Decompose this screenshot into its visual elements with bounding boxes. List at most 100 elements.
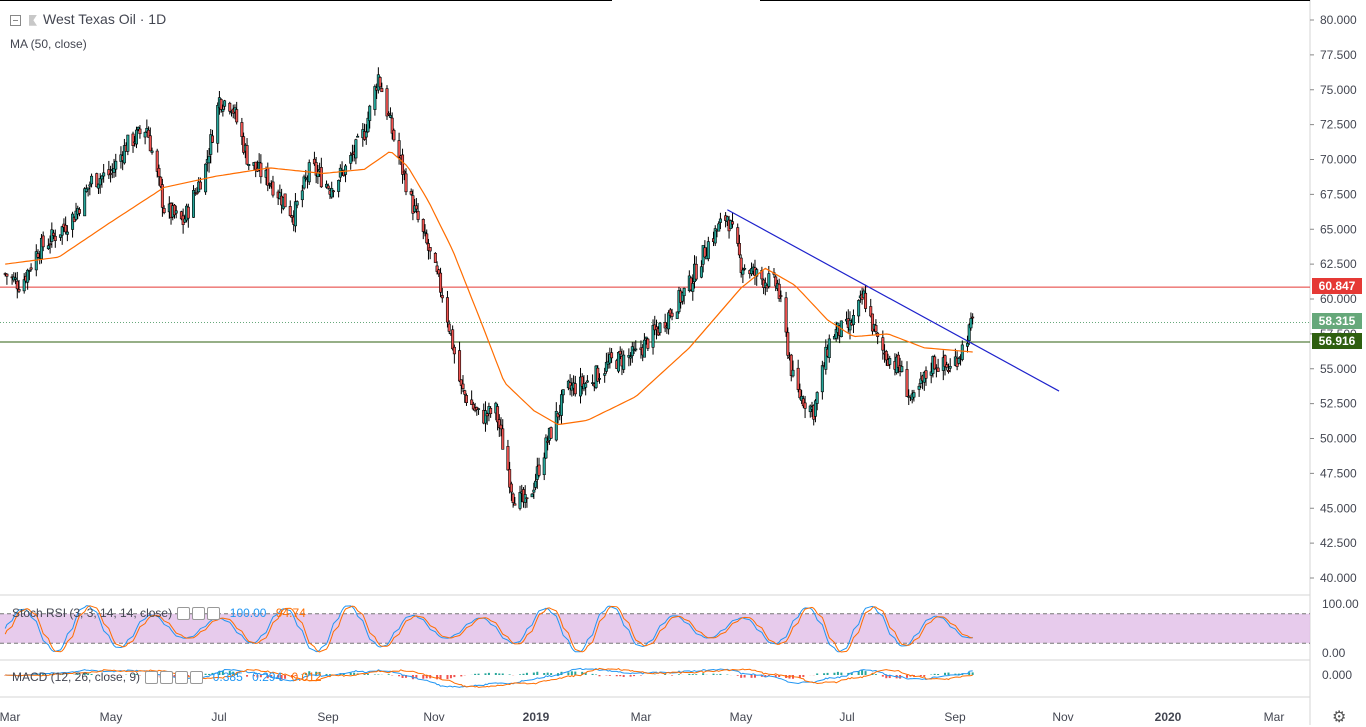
macd-histogram-bar <box>567 672 569 675</box>
down-candle <box>933 357 935 369</box>
down-candle <box>109 173 111 174</box>
macd-histogram-bar <box>633 675 635 676</box>
settings-icon[interactable] <box>192 607 205 620</box>
down-candle <box>971 317 973 318</box>
up-candle <box>562 390 564 395</box>
price-axis-label: 62.500 <box>1320 257 1357 271</box>
macd-histogram-bar <box>744 675 746 678</box>
price-pane <box>0 67 1310 510</box>
settings-icon[interactable] <box>160 671 173 684</box>
macd-histogram-bar <box>937 674 939 675</box>
macd-histogram-bar <box>837 672 839 675</box>
up-candle <box>87 188 89 189</box>
macd-histogram-bar <box>522 674 524 675</box>
down-candle <box>486 414 488 416</box>
macd-histogram-bar <box>816 673 818 675</box>
down-candle <box>947 370 949 371</box>
macd-histogram-bar <box>947 673 949 675</box>
down-candle <box>647 339 649 348</box>
ma-label: MA (50, close) <box>10 37 87 51</box>
macd-histogram-bar <box>630 675 632 677</box>
macd-histogram-bar <box>713 674 715 675</box>
source-icon[interactable] <box>175 671 188 684</box>
macd-histogram-bar <box>678 674 680 675</box>
up-candle <box>355 140 357 158</box>
down-candle <box>465 395 467 402</box>
eye-icon[interactable] <box>177 607 190 620</box>
up-candle <box>584 384 586 388</box>
up-candle <box>545 438 547 458</box>
up-candle <box>192 190 194 217</box>
up-candle <box>533 490 535 492</box>
up-candle <box>683 288 685 296</box>
price-axis-label: 50.000 <box>1320 432 1357 446</box>
time-axis-label: Jul <box>839 710 854 724</box>
time-axis-label: Mar <box>631 710 652 724</box>
down-candle <box>610 353 612 358</box>
down-candle <box>229 103 231 111</box>
ma-legend[interactable]: MA (50, close) <box>10 37 87 51</box>
up-candle <box>692 283 694 291</box>
signal-value: 0.294 <box>252 670 282 684</box>
up-candle <box>365 132 367 137</box>
macd-histogram-bar <box>671 675 673 676</box>
up-candle <box>14 278 16 279</box>
down-candle <box>664 322 666 328</box>
macd-histogram-bar <box>388 674 390 675</box>
macd-histogram-bar <box>484 673 486 675</box>
down-candle <box>388 113 390 114</box>
up-candle <box>622 355 624 369</box>
up-candle <box>248 164 250 165</box>
macd-histogram-bar <box>609 675 611 676</box>
down-candle <box>470 400 472 405</box>
up-candle <box>175 211 177 213</box>
close-icon[interactable] <box>207 607 220 620</box>
up-candle <box>23 280 25 291</box>
gear-icon[interactable]: ⚙ <box>1332 707 1346 727</box>
down-candle <box>289 206 291 215</box>
stoch-rsi-legend[interactable]: Stoch RSI (3, 3, 14, 14, close) 100.00 9… <box>12 606 306 620</box>
macd-histogram-bar <box>823 673 825 675</box>
time-axis-label: Mar <box>0 710 20 724</box>
up-candle <box>484 411 486 424</box>
down-candle <box>149 136 151 151</box>
down-candle <box>875 325 877 331</box>
time-axis-label: Sep <box>317 710 339 724</box>
close-icon[interactable] <box>190 671 203 684</box>
macd-histogram-bar <box>377 674 379 675</box>
down-candle <box>30 268 32 269</box>
down-candle <box>393 130 395 140</box>
symbol-legend[interactable]: West Texas Oil · 1D <box>10 11 166 27</box>
macd-histogram-bar <box>495 673 497 675</box>
up-candle <box>961 345 963 360</box>
up-candle <box>101 176 103 179</box>
macd-histogram-bar <box>519 674 521 675</box>
price-axis-label: 52.500 <box>1320 397 1357 411</box>
up-candle <box>61 227 63 236</box>
down-candle <box>139 129 141 134</box>
up-candle <box>216 105 218 143</box>
macd-histogram-bar <box>623 675 625 677</box>
macd-histogram-bar <box>453 675 455 677</box>
up-candle <box>816 392 818 403</box>
down-candle <box>510 484 512 492</box>
down-candle <box>446 298 448 323</box>
down-candle <box>550 428 552 439</box>
macd-histogram-bar <box>695 674 697 675</box>
down-candle <box>864 293 866 308</box>
symbol-title: West Texas Oil · 1D <box>43 11 166 27</box>
macd-histogram-bar <box>450 675 452 678</box>
down-candle <box>462 384 464 389</box>
eye-icon[interactable] <box>145 671 158 684</box>
up-candle <box>852 315 854 324</box>
macd-legend[interactable]: MACD (12, 26, close, 9) 0.385 0.294 0.01… <box>12 670 322 684</box>
macd-histogram-bar <box>875 674 877 675</box>
flag-icon[interactable] <box>29 15 37 26</box>
macd-histogram-bar <box>474 674 476 675</box>
up-candle <box>531 494 533 497</box>
down-candle <box>381 88 383 91</box>
down-candle <box>158 168 160 176</box>
time-axis-label: Nov <box>1052 710 1073 724</box>
down-candle <box>6 274 8 276</box>
collapse-icon[interactable] <box>10 15 21 26</box>
